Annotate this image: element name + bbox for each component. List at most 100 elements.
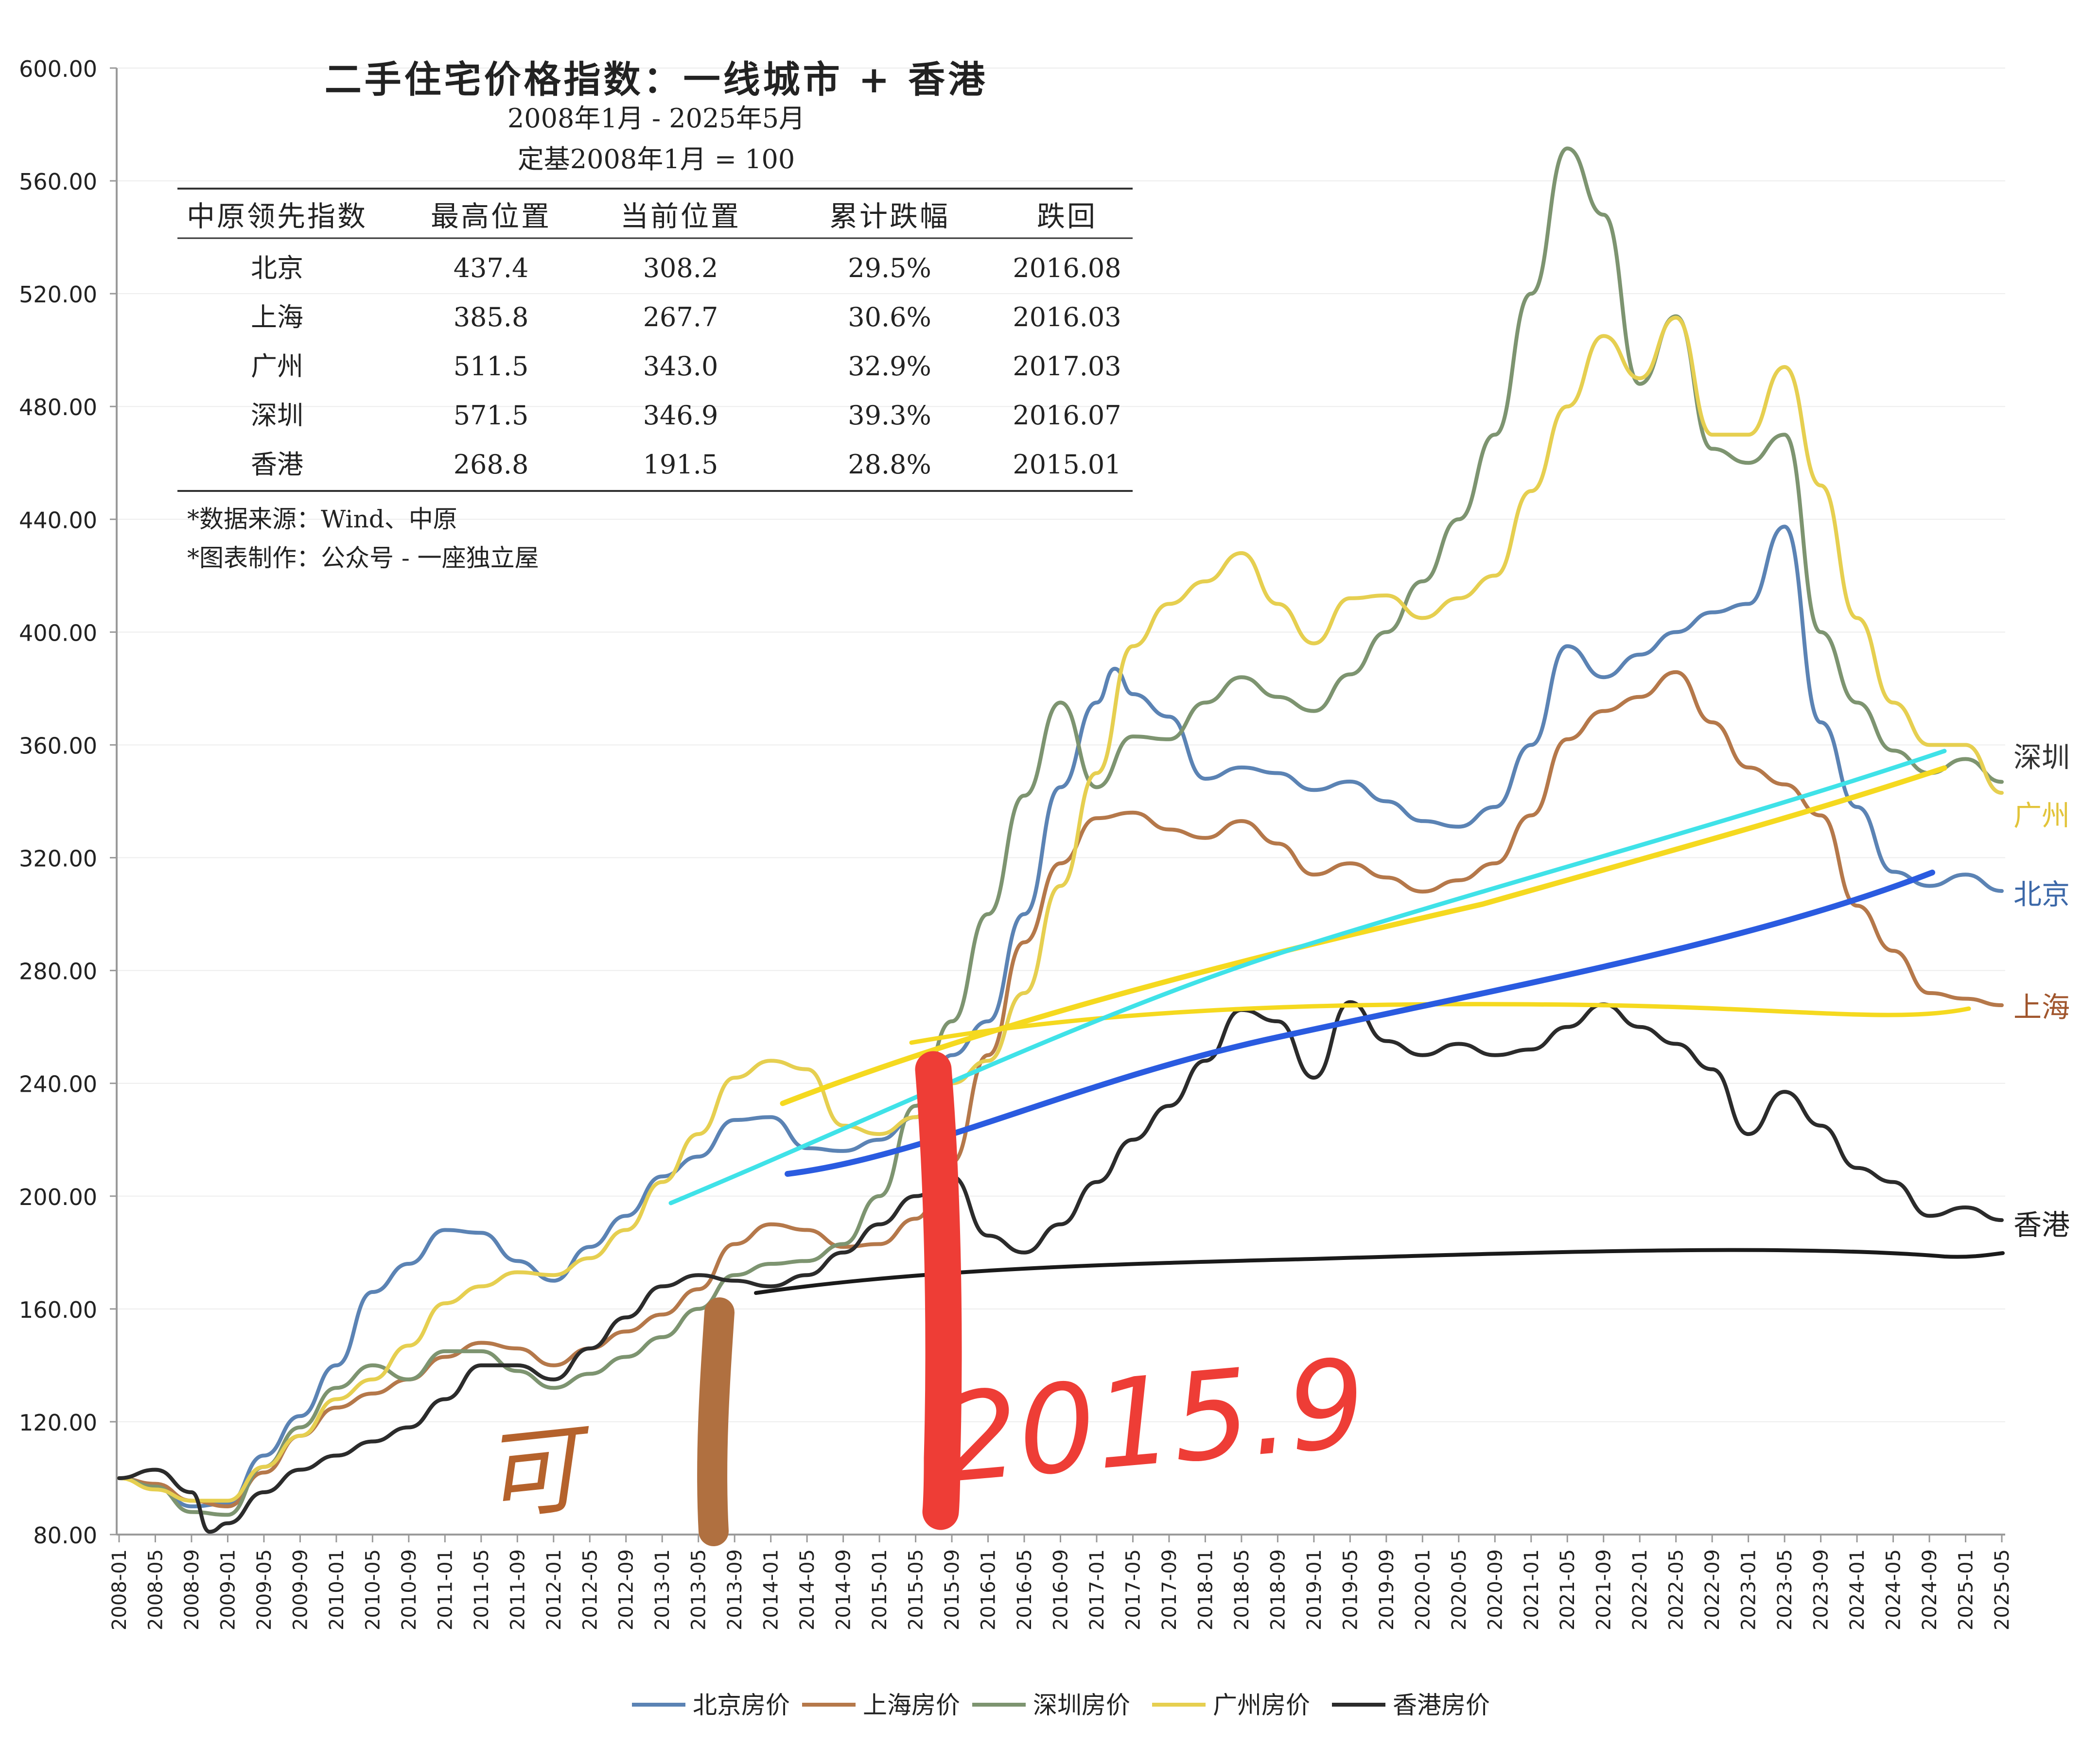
y-tick-label: 120.00 bbox=[19, 1410, 97, 1436]
x-tick-label: 2023-01 bbox=[1738, 1549, 1760, 1630]
x-tick-label: 2012-01 bbox=[543, 1549, 565, 1630]
x-tick-label: 2014-09 bbox=[833, 1549, 855, 1630]
x-tick-label: 2017-05 bbox=[1122, 1549, 1144, 1630]
x-tick-label: 2010-01 bbox=[326, 1549, 348, 1630]
table-cell: 267.7 bbox=[643, 302, 718, 332]
x-tick-label: 2015-01 bbox=[869, 1549, 891, 1630]
x-tick-label: 2009-09 bbox=[289, 1549, 312, 1630]
y-tick-label: 600.00 bbox=[19, 56, 97, 82]
y-gridlines bbox=[117, 68, 2005, 1422]
table-cell: 上海 bbox=[251, 302, 303, 332]
table-cell: 268.8 bbox=[454, 449, 529, 480]
table-cell: 29.5% bbox=[848, 253, 931, 283]
x-tick-label: 2016-09 bbox=[1050, 1549, 1072, 1630]
x-tick-label: 2023-05 bbox=[1774, 1549, 1796, 1630]
table-header: 跌回 bbox=[1037, 200, 1097, 233]
table-header: 中原领先指数 bbox=[187, 200, 368, 233]
x-tick-label: 2019-05 bbox=[1339, 1549, 1362, 1630]
x-tick-label: 2014-05 bbox=[796, 1549, 819, 1630]
x-tick-label: 2011-05 bbox=[471, 1549, 493, 1630]
legend-label: 深圳房价 bbox=[1033, 1691, 1130, 1719]
cyan-trendline bbox=[668, 749, 1947, 1205]
x-tick-label: 2021-09 bbox=[1593, 1549, 1615, 1630]
end-label-guangzhou: 广州 bbox=[2013, 799, 2070, 832]
x-tick-label: 2018-09 bbox=[1267, 1549, 1289, 1630]
x-tick-label: 2020-05 bbox=[1448, 1549, 1470, 1630]
x-tick-label: 2015-09 bbox=[941, 1549, 963, 1630]
x-tick-label: 2024-05 bbox=[1883, 1549, 1905, 1630]
table-cell: 北京 bbox=[251, 253, 303, 283]
table-header: 最高位置 bbox=[431, 200, 551, 233]
x-tick-label: 2017-09 bbox=[1158, 1549, 1181, 1630]
x-tick-label: 2021-05 bbox=[1557, 1549, 1579, 1630]
table-cell: 深圳 bbox=[251, 400, 303, 431]
table-cell: 2016.08 bbox=[1013, 253, 1121, 283]
x-tick-label: 2017-01 bbox=[1086, 1549, 1108, 1630]
x-tick-label: 2009-01 bbox=[217, 1549, 239, 1630]
legend-label: 香港房价 bbox=[1393, 1691, 1490, 1719]
x-tick-label: 2022-09 bbox=[1701, 1549, 1724, 1630]
x-tick-label: 2019-09 bbox=[1376, 1549, 1398, 1630]
table-cell: 2017.03 bbox=[1013, 351, 1121, 382]
x-tick-label: 2015-05 bbox=[905, 1549, 928, 1630]
y-tick-label: 440.00 bbox=[19, 507, 97, 533]
end-label-beijing: 北京 bbox=[2013, 878, 2070, 911]
x-tick-label: 2014-01 bbox=[760, 1549, 783, 1630]
x-tick-label: 2018-05 bbox=[1231, 1549, 1253, 1630]
x-tick-label: 2011-09 bbox=[507, 1549, 529, 1630]
source-notes: *数据来源：Wind、中原 *图表制作：公众号 - 一座独立屋 bbox=[187, 505, 539, 572]
x-tick-label: 2013-09 bbox=[724, 1549, 746, 1630]
y-tick-label: 80.00 bbox=[33, 1522, 97, 1549]
table-cell: 437.4 bbox=[454, 253, 529, 283]
x-axis-ticks: 2008-01 2008-05 2008-09 2009-01 2009-05 2009-… bbox=[108, 1535, 2013, 1630]
x-tick-label: 2018-01 bbox=[1194, 1549, 1217, 1630]
series-lines bbox=[117, 146, 2004, 1534]
y-tick-label: 360.00 bbox=[19, 733, 97, 759]
x-tick-label: 2016-05 bbox=[1014, 1549, 1036, 1630]
x-tick-label: 2020-01 bbox=[1412, 1549, 1434, 1630]
y-tick-label: 240.00 bbox=[19, 1071, 97, 1098]
legend-label: 北京房价 bbox=[693, 1691, 790, 1719]
red-vertical-marker bbox=[915, 1051, 962, 1530]
chart-title: 二手住宅价格指数：一线城市 + 香港 bbox=[325, 58, 988, 101]
yellow-flat-trendline bbox=[909, 1002, 1971, 1045]
x-tick-label: 2025-01 bbox=[1955, 1549, 1978, 1630]
x-tick-label: 2008-09 bbox=[181, 1549, 203, 1630]
table-cell: 511.5 bbox=[454, 351, 529, 382]
y-axis-ticks: 600.00 560.00 520.00 480.00 440.00 400.00 360.… bbox=[19, 56, 117, 1549]
table-cell: 2015.01 bbox=[1013, 449, 1121, 480]
table-cell: 343.0 bbox=[643, 351, 718, 382]
x-tick-label: 2013-05 bbox=[688, 1549, 710, 1630]
x-tick-label: 2008-01 bbox=[108, 1549, 131, 1630]
y-tick-label: 400.00 bbox=[19, 620, 97, 646]
table-cell: 香港 bbox=[251, 449, 303, 480]
x-tick-label: 2012-09 bbox=[615, 1549, 638, 1630]
end-label-shenzhen: 深圳 bbox=[2013, 741, 2070, 774]
table-cell: 385.8 bbox=[454, 302, 529, 332]
x-tick-label: 2025-05 bbox=[1991, 1549, 2013, 1630]
x-tick-label: 2024-09 bbox=[1919, 1549, 1941, 1630]
x-tick-label: 2021-01 bbox=[1521, 1549, 1543, 1630]
legend: 北京房价 上海房价 深圳房价 广州房价 香港房价 bbox=[632, 1691, 1490, 1719]
x-tick-label: 2023-09 bbox=[1810, 1549, 1833, 1630]
x-tick-label: 2010-09 bbox=[398, 1549, 420, 1630]
series-line bbox=[117, 670, 2004, 1508]
x-tick-label: 2011-01 bbox=[434, 1549, 456, 1630]
author-note: *图表制作：公众号 - 一座独立屋 bbox=[187, 544, 539, 572]
y-tick-label: 520.00 bbox=[19, 281, 97, 308]
x-tick-label: 2022-01 bbox=[1629, 1549, 1651, 1630]
legend-label: 广州房价 bbox=[1213, 1691, 1310, 1719]
end-label-hongkong: 香港 bbox=[2013, 1208, 2070, 1241]
y-tick-label: 280.00 bbox=[19, 959, 97, 985]
source-note: *数据来源：Wind、中原 bbox=[187, 505, 457, 533]
chart-subtitle-2: 定基2008年1月 = 100 bbox=[518, 144, 795, 175]
x-tick-label: 2008-05 bbox=[144, 1549, 167, 1630]
table-cell: 32.9% bbox=[848, 351, 931, 382]
table-cell: 571.5 bbox=[454, 400, 529, 431]
x-tick-label: 2019-01 bbox=[1303, 1549, 1326, 1630]
hand-drawn-markers bbox=[697, 1051, 962, 1546]
end-label-shanghai: 上海 bbox=[2013, 991, 2070, 1024]
x-tick-label: 2009-05 bbox=[253, 1549, 276, 1630]
table-cell: 39.3% bbox=[848, 400, 931, 431]
